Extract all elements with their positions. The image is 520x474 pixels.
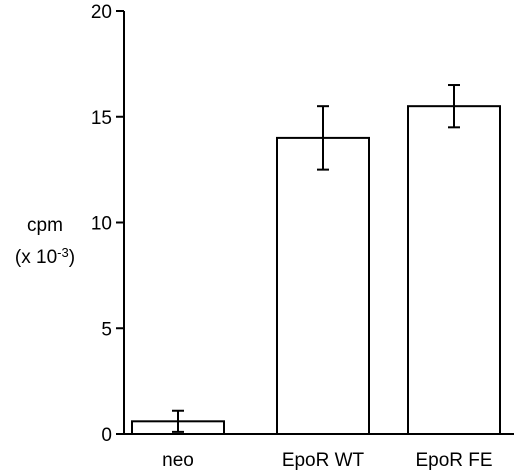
- y-tick-label-10: 10: [91, 214, 112, 235]
- y-axis-label-prefix: (x 10: [14, 247, 58, 268]
- y-tick-label-20: 20: [91, 2, 112, 23]
- x-category-label-2: EpoR FE: [415, 450, 492, 471]
- y-axis-label: cpm (x 10-3): [0, 212, 90, 271]
- bar-2: [407, 105, 501, 436]
- y-axis-label-line2: (x 10-3): [0, 239, 90, 271]
- y-axis-label-suffix: ): [68, 247, 76, 268]
- y-axis-label-exponent: -3: [57, 245, 69, 260]
- y-axis-label-line1: cpm: [27, 215, 63, 236]
- y-tick-label-0: 0: [101, 425, 112, 446]
- bar-1: [276, 136, 370, 435]
- x-category-label-0: neo: [162, 450, 194, 471]
- y-tick-label-15: 15: [91, 108, 112, 129]
- x-category-label-1: EpoR WT: [282, 450, 365, 471]
- y-tick-label-5: 5: [101, 319, 112, 340]
